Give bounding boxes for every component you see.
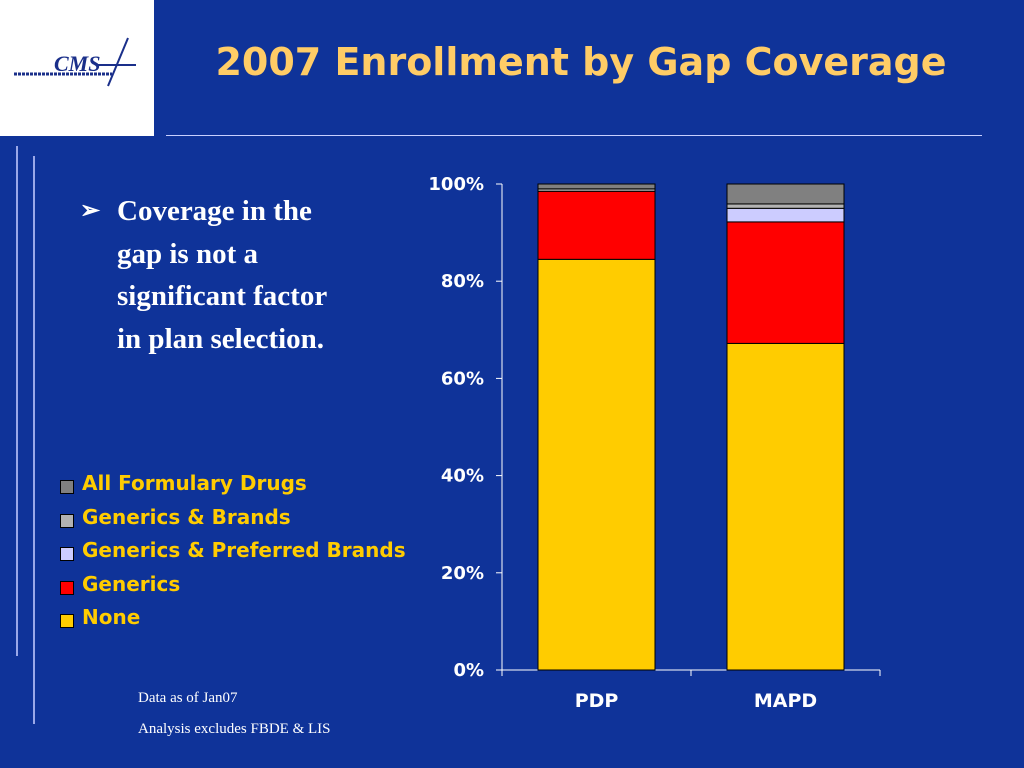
legend-label: Generics & Preferred Brands [82, 538, 406, 562]
legend-item: Generics & Preferred Brands [60, 538, 460, 571]
legend-item: Generics [60, 572, 460, 605]
x-category-label: MAPD [754, 690, 817, 712]
y-tick-label: 20% [441, 563, 484, 584]
bar-segment [726, 203, 845, 209]
bullet-text: Coverage in the gap is not a significant… [117, 195, 327, 355]
y-tick-label: 100% [428, 174, 484, 195]
legend-item: None [60, 605, 460, 638]
bullet-arrow-icon: ➢ [80, 198, 101, 224]
left-rule-inner [33, 156, 35, 724]
legend-label: All Formulary Drugs [82, 471, 307, 495]
legend-swatch [60, 614, 74, 628]
left-rule-outer [16, 146, 18, 656]
legend-swatch [60, 480, 74, 494]
note-exclusions: Analysis excludes FBDE & LIS [138, 721, 331, 737]
bar-segment [537, 258, 656, 671]
legend-swatch [60, 580, 74, 595]
logo-text: CMS [54, 51, 100, 76]
bar-segment [726, 207, 845, 223]
cms-logo: CMS [0, 0, 154, 136]
page-title: 2007 Enrollment by Gap Coverage [215, 40, 947, 84]
legend-label: Generics & Brands [82, 504, 291, 529]
legend-item: Generics & Brands [60, 505, 460, 538]
bar-segment [726, 183, 845, 205]
legend-swatch [60, 547, 74, 561]
x-category-label: PDP [575, 690, 619, 712]
legend-label: Generics [82, 571, 181, 596]
note-data-date: Data as of Jan07 [138, 690, 238, 706]
y-tick-label: 60% [441, 368, 484, 389]
y-tick-label: 0% [453, 660, 484, 681]
bar-segment [537, 183, 656, 190]
bar-segment [537, 190, 656, 260]
y-tick-label: 40% [441, 466, 484, 487]
legend-item: All Formulary Drugs [60, 471, 460, 504]
y-tick-label: 80% [441, 271, 484, 292]
legend-swatch [60, 513, 74, 528]
bar-segment [726, 221, 845, 344]
bar-segment [726, 342, 845, 671]
title-divider [166, 135, 982, 136]
legend-label: None [82, 605, 141, 629]
